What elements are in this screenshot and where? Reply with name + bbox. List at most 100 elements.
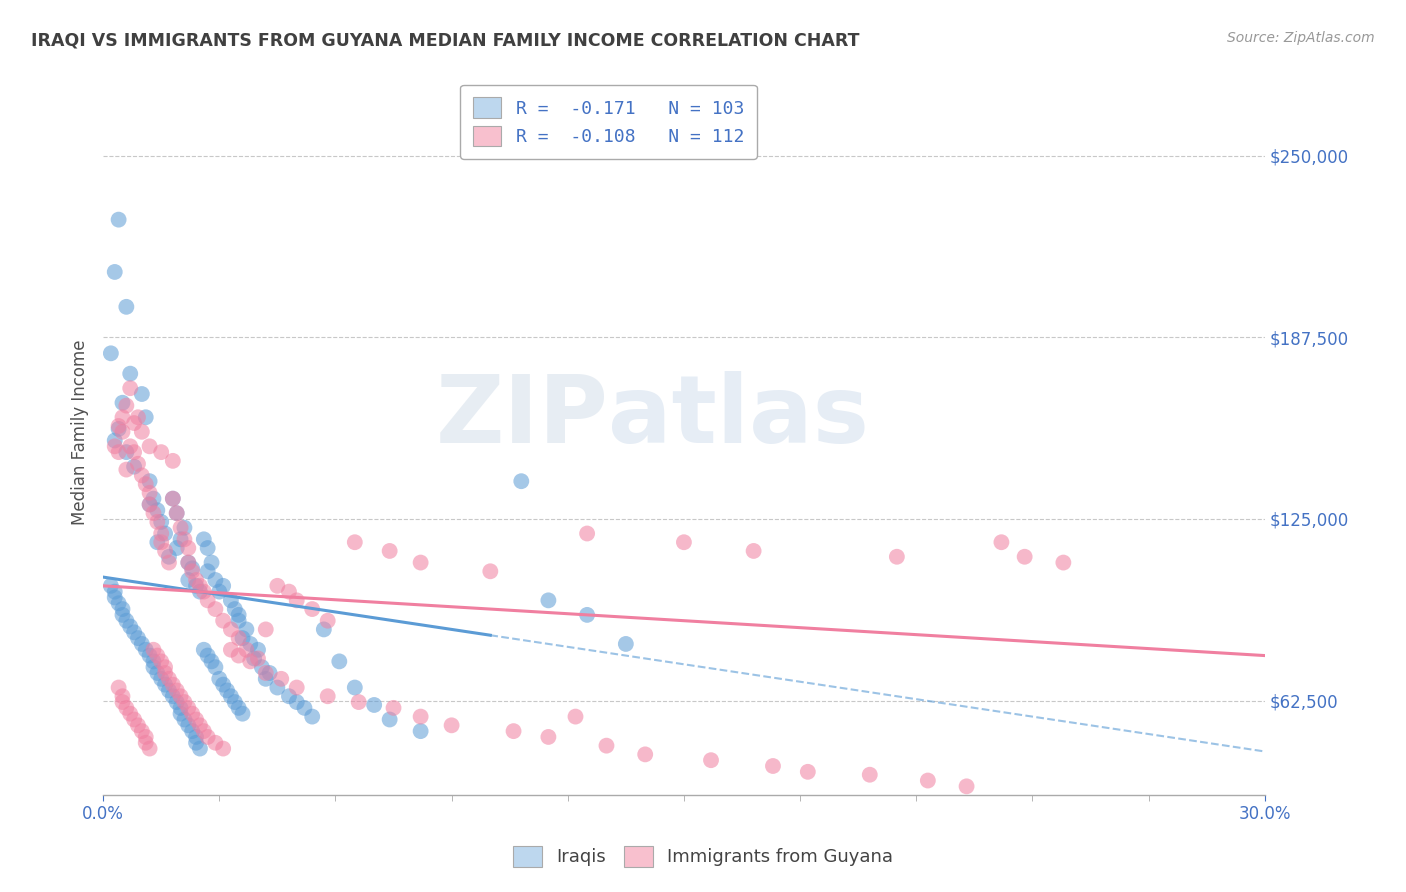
Point bbox=[120, 619, 142, 633]
Point bbox=[138, 474, 160, 488]
Point bbox=[115, 614, 138, 628]
Point bbox=[576, 526, 599, 541]
Point bbox=[131, 425, 153, 439]
Point bbox=[270, 672, 292, 686]
Point bbox=[239, 654, 262, 668]
Point bbox=[247, 651, 270, 665]
Point bbox=[219, 642, 242, 657]
Point bbox=[184, 713, 207, 727]
Point bbox=[285, 681, 308, 695]
Point bbox=[200, 556, 222, 570]
Point bbox=[127, 457, 149, 471]
Point bbox=[169, 706, 191, 721]
Point bbox=[138, 648, 160, 663]
Y-axis label: Median Family Income: Median Family Income bbox=[72, 339, 89, 524]
Point bbox=[104, 439, 127, 453]
Point bbox=[231, 706, 253, 721]
Point bbox=[131, 637, 153, 651]
Point bbox=[197, 541, 219, 555]
Point bbox=[409, 556, 432, 570]
Point bbox=[131, 724, 153, 739]
Point bbox=[169, 701, 191, 715]
Point bbox=[173, 695, 195, 709]
Point bbox=[111, 695, 134, 709]
Point bbox=[120, 439, 142, 453]
Point bbox=[672, 535, 695, 549]
Point bbox=[157, 556, 180, 570]
Point bbox=[153, 660, 176, 674]
Point bbox=[181, 706, 204, 721]
Point bbox=[215, 683, 238, 698]
Point bbox=[285, 593, 308, 607]
Point bbox=[184, 579, 207, 593]
Point bbox=[111, 690, 134, 704]
Point bbox=[177, 556, 200, 570]
Point bbox=[146, 503, 169, 517]
Point bbox=[228, 614, 250, 628]
Point bbox=[111, 395, 134, 409]
Point bbox=[235, 623, 257, 637]
Point bbox=[239, 637, 262, 651]
Point bbox=[409, 724, 432, 739]
Point bbox=[127, 631, 149, 645]
Point bbox=[228, 631, 250, 645]
Point bbox=[859, 768, 882, 782]
Point bbox=[200, 654, 222, 668]
Point bbox=[104, 265, 127, 279]
Point bbox=[115, 701, 138, 715]
Point bbox=[235, 642, 257, 657]
Point bbox=[122, 416, 145, 430]
Point bbox=[193, 533, 215, 547]
Point bbox=[886, 549, 908, 564]
Point bbox=[278, 584, 301, 599]
Point bbox=[107, 445, 129, 459]
Point bbox=[100, 579, 122, 593]
Point bbox=[231, 631, 253, 645]
Point bbox=[131, 468, 153, 483]
Point bbox=[153, 665, 176, 680]
Text: ZIP: ZIP bbox=[436, 371, 609, 463]
Legend: R =  -0.171   N = 103, R =  -0.108   N = 112: R = -0.171 N = 103, R = -0.108 N = 112 bbox=[460, 85, 756, 159]
Point bbox=[135, 642, 157, 657]
Point bbox=[250, 660, 273, 674]
Point bbox=[208, 584, 231, 599]
Point bbox=[762, 759, 785, 773]
Point bbox=[204, 602, 226, 616]
Point bbox=[162, 690, 184, 704]
Point bbox=[177, 573, 200, 587]
Point bbox=[378, 713, 401, 727]
Point bbox=[127, 718, 149, 732]
Point bbox=[111, 607, 134, 622]
Point bbox=[614, 637, 637, 651]
Text: Source: ZipAtlas.com: Source: ZipAtlas.com bbox=[1227, 31, 1375, 45]
Point bbox=[142, 506, 165, 520]
Point bbox=[208, 672, 231, 686]
Point bbox=[153, 526, 176, 541]
Point bbox=[115, 462, 138, 476]
Point bbox=[316, 614, 339, 628]
Point bbox=[177, 718, 200, 732]
Point bbox=[343, 535, 366, 549]
Point bbox=[173, 521, 195, 535]
Text: atlas: atlas bbox=[609, 371, 869, 463]
Point bbox=[301, 709, 323, 723]
Point bbox=[312, 623, 335, 637]
Point bbox=[184, 573, 207, 587]
Point bbox=[955, 780, 977, 794]
Point bbox=[197, 593, 219, 607]
Point bbox=[228, 648, 250, 663]
Point bbox=[254, 623, 277, 637]
Point bbox=[564, 709, 586, 723]
Point bbox=[120, 367, 142, 381]
Point bbox=[188, 741, 211, 756]
Point bbox=[120, 706, 142, 721]
Point bbox=[197, 564, 219, 578]
Point bbox=[157, 549, 180, 564]
Point bbox=[115, 445, 138, 459]
Point bbox=[254, 672, 277, 686]
Point bbox=[122, 445, 145, 459]
Point bbox=[595, 739, 617, 753]
Point bbox=[188, 579, 211, 593]
Point bbox=[742, 544, 765, 558]
Point bbox=[177, 541, 200, 555]
